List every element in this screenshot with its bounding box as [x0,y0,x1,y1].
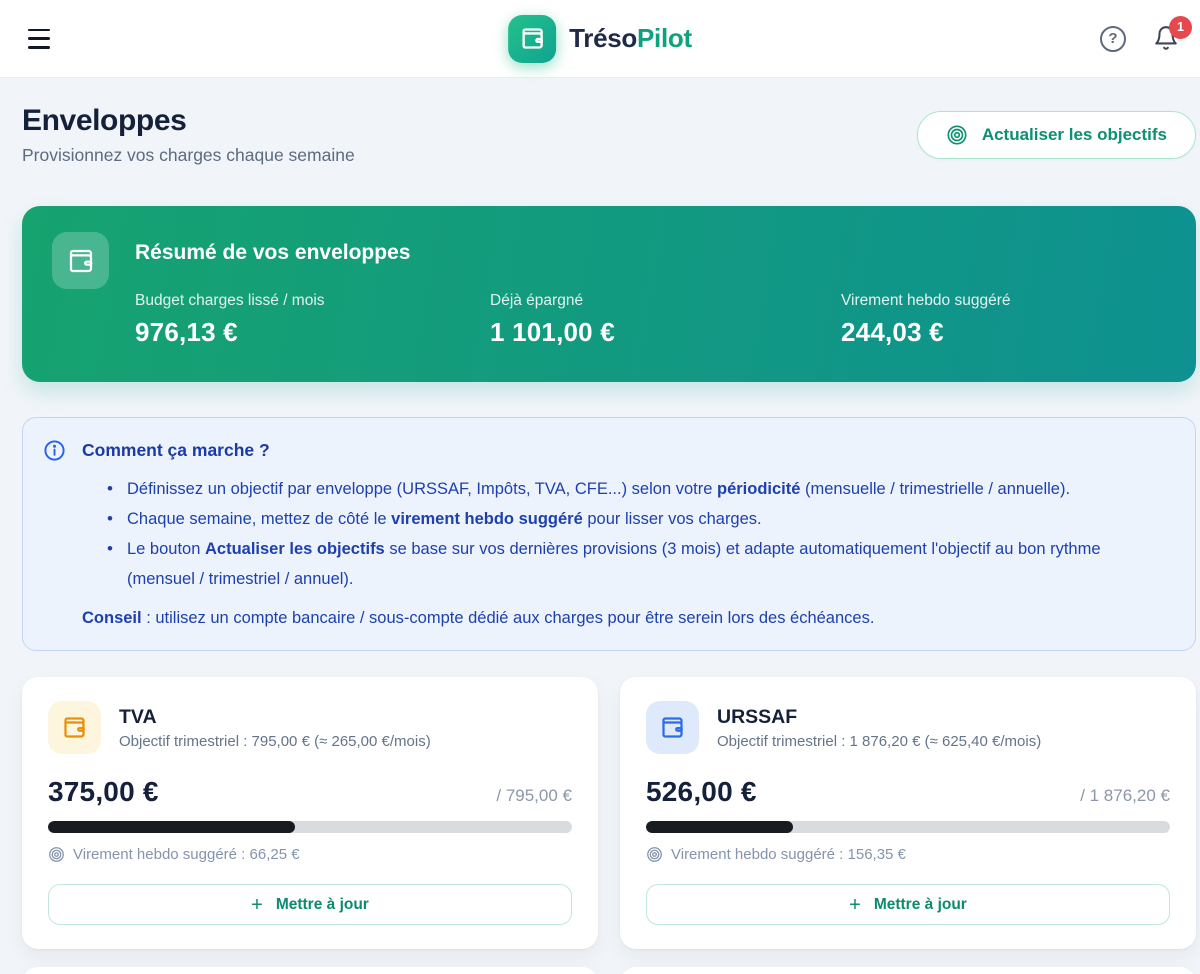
envelope-name: TVA [119,705,157,728]
summary-title: Résumé de vos enveloppes [135,241,411,264]
partial-card [620,967,1196,974]
update-button[interactable]: + Mettre à jour [48,884,572,925]
plus-icon: + [251,893,263,916]
how-it-works-box: Comment ça marche ? Définissez un object… [22,417,1196,651]
how-it-works-title: Comment ça marche ? [82,440,270,460]
stat-weekly-value: 244,03 € [841,317,944,347]
list-item: Chaque semaine, mettez de côté le vireme… [107,504,1169,534]
tip-line: Conseil : utilisez un compte bancaire / … [82,609,875,627]
summary-card: Résumé de vos enveloppes Budget charges … [22,206,1196,382]
plus-icon: + [849,893,861,916]
partial-card [22,967,598,974]
help-icon[interactable]: ? [1100,25,1126,52]
update-button[interactable]: + Mettre à jour [646,884,1170,925]
page-subtitle: Provisionnez vos charges chaque semaine [22,145,355,165]
refresh-objectives-button[interactable]: Actualiser les objectifs [916,111,1196,159]
wallet-icon [52,232,109,289]
app-logo[interactable]: TrésoPilot [508,14,692,63]
stat-budget: Budget charges lissé / mois 976,13 € [135,292,490,348]
stat-budget-value: 976,13 € [135,317,238,347]
list-item: Définissez un objectif par enveloppe (UR… [107,474,1169,504]
amount-saved: 526,00 € [646,776,757,807]
hamburger-menu-button[interactable] [28,28,54,49]
envelope-card-tva: TVA Objectif trimestriel : 795,00 € (≈ 2… [22,677,598,949]
app-title: TrésoPilot [569,23,692,53]
progress-bar-fill [646,821,793,833]
envelopes-grid: TVA Objectif trimestriel : 795,00 € (≈ 2… [22,677,1196,949]
info-icon [44,440,65,461]
amount-target: / 795,00 € [496,786,572,805]
target-icon [49,847,64,862]
wallet-icon [646,701,699,754]
how-it-works-list: Définissez un objectif par enveloppe (UR… [107,474,1169,594]
weekly-suggestion: Virement hebdo suggéré : 156,35 € [646,846,1170,863]
weekly-suggestion: Virement hebdo suggéré : 66,25 € [48,846,572,863]
progress-bar-fill [48,821,296,833]
progress-bar [48,821,572,833]
page-title: Enveloppes [22,104,187,137]
envelope-card-urssaf: URSSAF Objectif trimestriel : 1 876,20 €… [620,677,1196,949]
amount-target: / 1 876,20 € [1080,786,1170,805]
target-icon [947,125,967,145]
stat-weekly: Virement hebdo suggéré 244,03 € [841,292,1166,348]
notification-count-badge: 1 [1169,15,1192,39]
stat-saved-value: 1 101,00 € [490,317,615,347]
progress-bar [646,821,1170,833]
target-icon [647,847,662,862]
top-bar: TrésoPilot ? 1 [0,0,1200,78]
wallet-icon [48,701,101,754]
envelope-objective: Objectif trimestriel : 1 876,20 € (≈ 625… [717,732,1042,750]
notifications-bell-icon[interactable]: 1 [1152,15,1192,54]
main-content: Enveloppes Provisionnez vos charges chaq… [0,78,1200,974]
envelope-name: URSSAF [717,705,798,728]
stat-saved: Déjà épargné 1 101,00 € [490,292,841,348]
envelopes-grid-next-row [22,967,1196,974]
amount-saved: 375,00 € [48,776,159,807]
list-item: Le bouton Actualiser les objectifs se ba… [107,534,1169,594]
envelope-objective: Objectif trimestriel : 795,00 € (≈ 265,0… [119,732,431,750]
wallet-logo-icon [508,14,557,63]
